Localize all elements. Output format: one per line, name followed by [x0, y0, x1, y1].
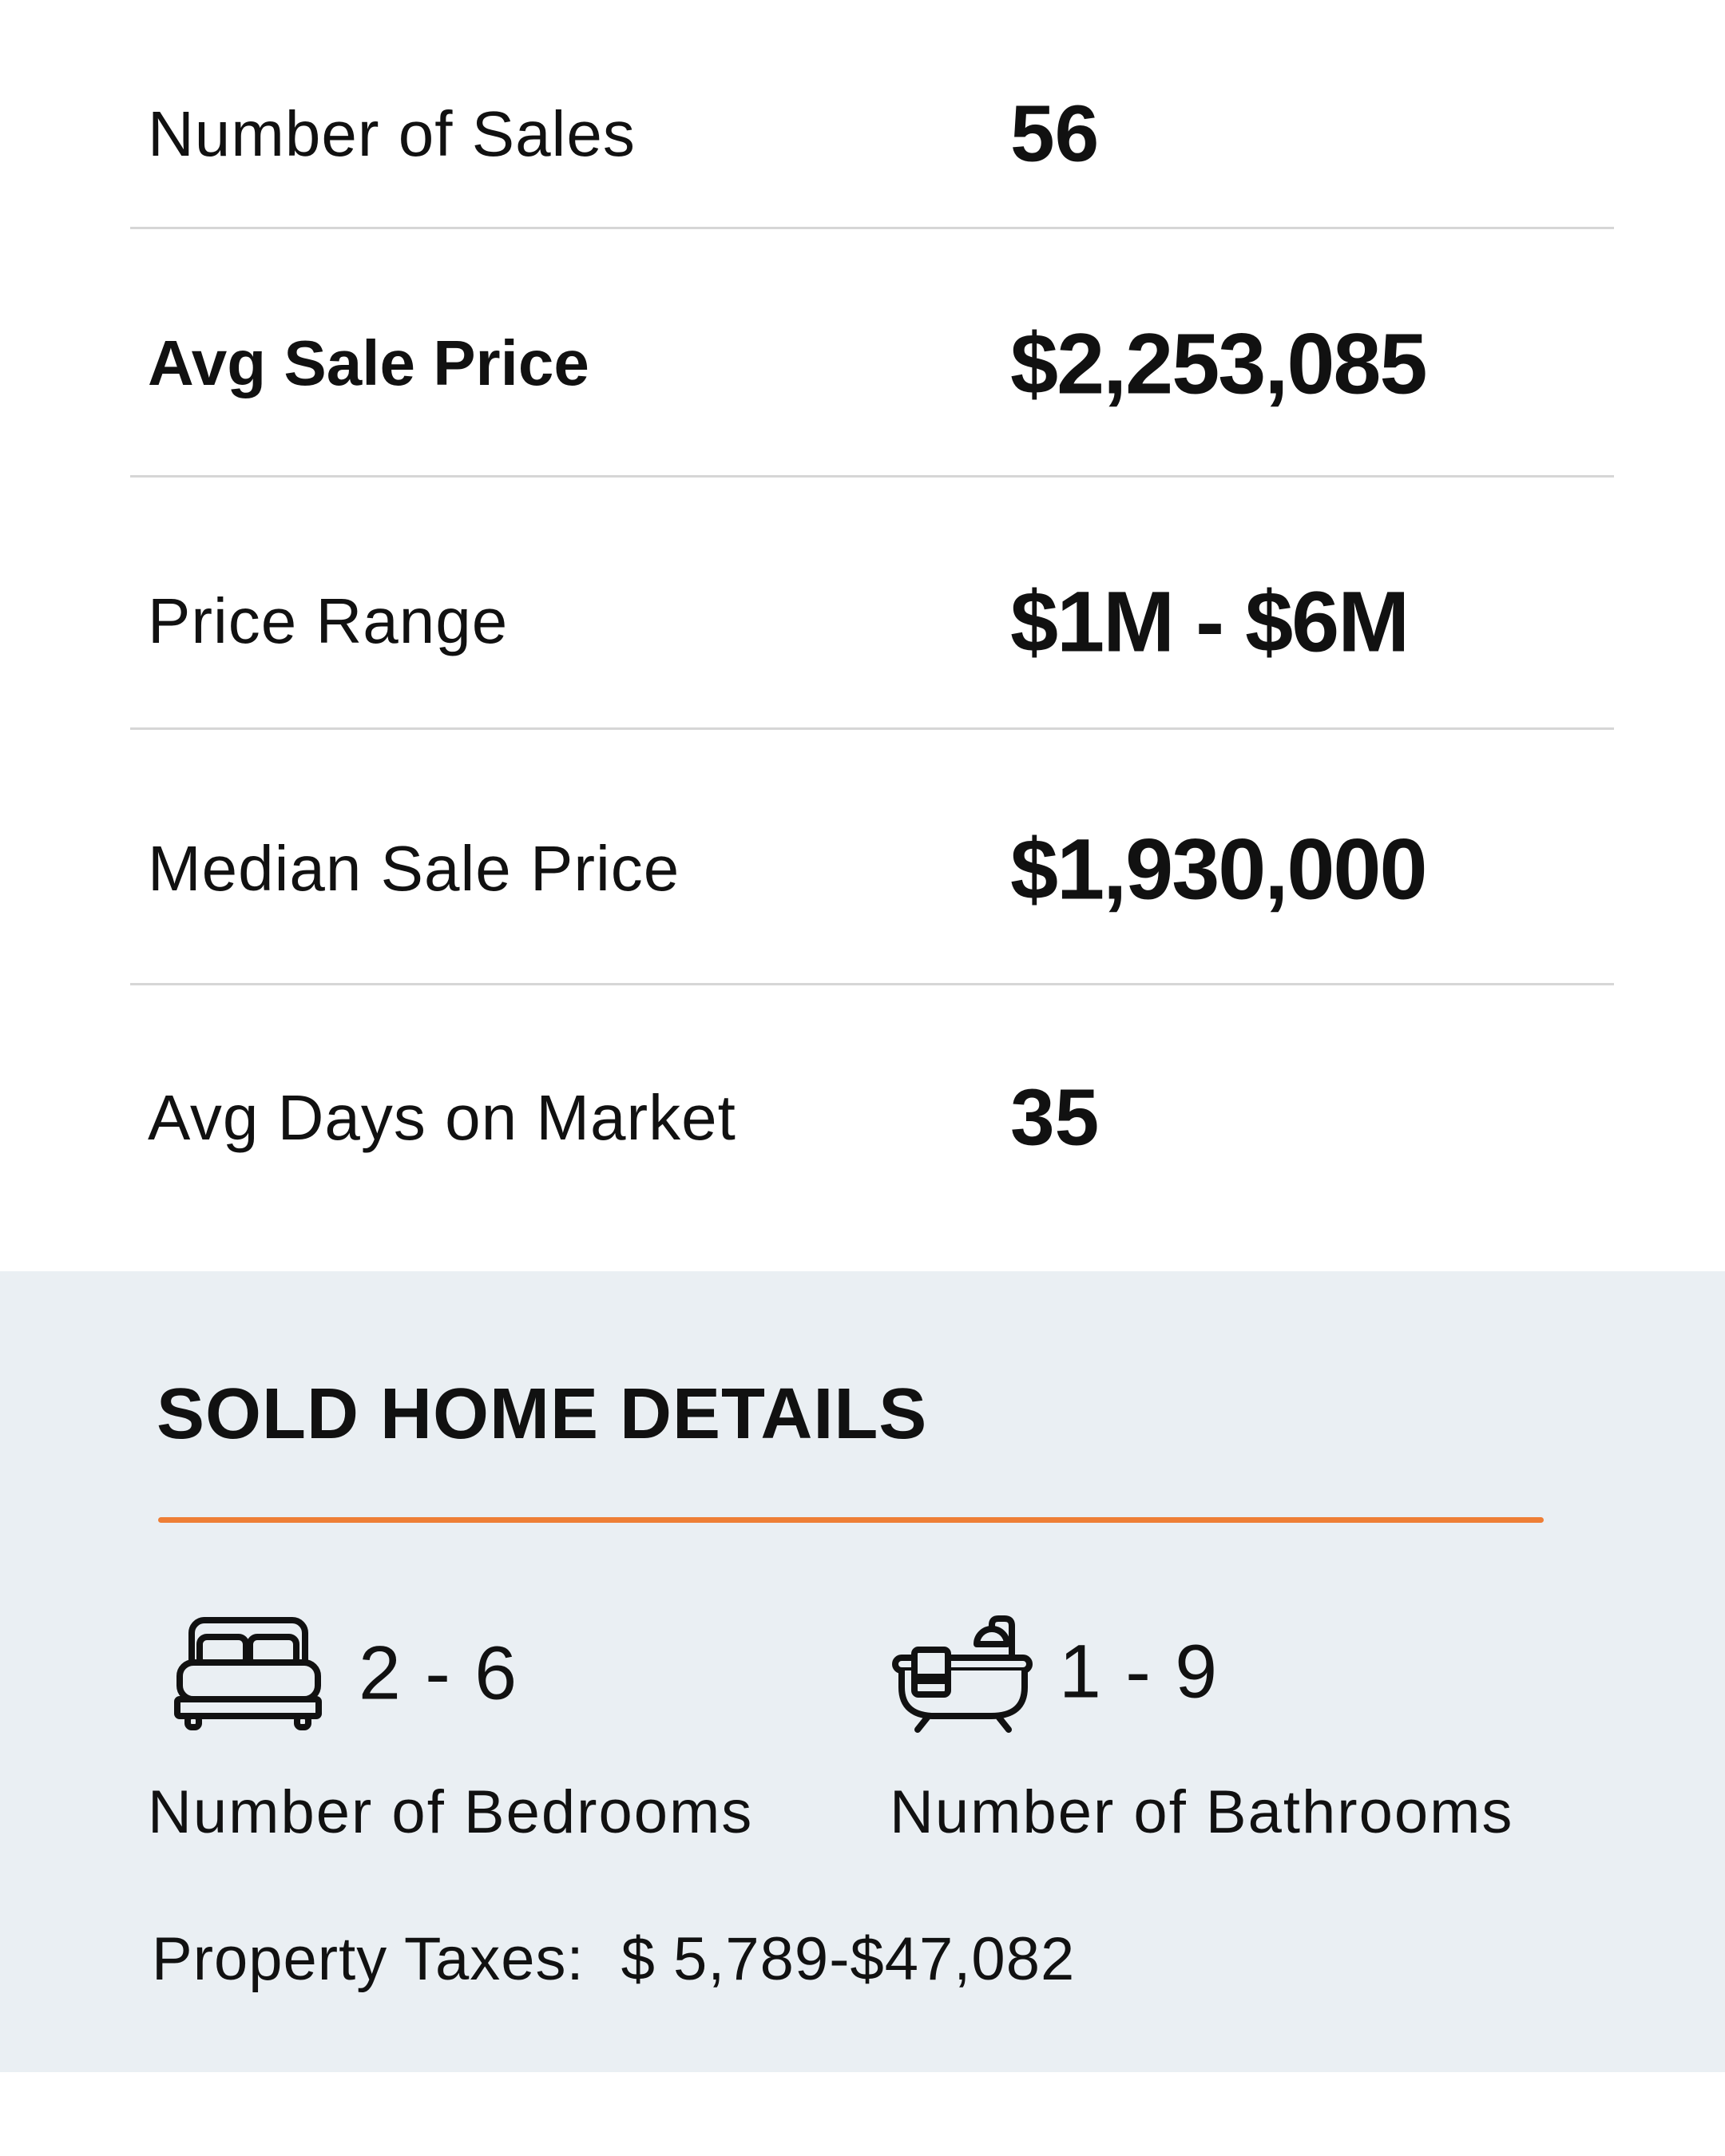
stat-row: Number of Sales 56: [148, 54, 1617, 214]
stat-row: Avg Sale Price $2,253,085: [148, 283, 1617, 443]
bathrooms-label: Number of Bathrooms: [890, 1778, 1514, 1846]
stat-value: $1,930,000: [1010, 820, 1428, 917]
stat-label: Avg Days on Market: [148, 1082, 736, 1153]
row-divider: [130, 727, 1614, 730]
bathtub-icon: [892, 1611, 1034, 1737]
stat-label: Median Sale Price: [148, 833, 680, 904]
bedrooms-feature: 2 - 6: [174, 1617, 517, 1730]
stat-label: Avg Sale Price: [148, 327, 589, 398]
stat-label: Price Range: [148, 585, 509, 656]
row-divider: [130, 983, 1614, 985]
bathrooms-feature: 1 - 9: [892, 1611, 1217, 1733]
property-taxes-label: Property Taxes:: [152, 1925, 585, 1993]
property-taxes: Property Taxes: $ 5,789-$47,082: [152, 1924, 1075, 1994]
stat-value: $2,253,085: [1010, 315, 1428, 412]
stat-row: Median Sale Price $1,930,000: [148, 789, 1617, 949]
stat-row: Avg Days on Market 35: [148, 1038, 1617, 1198]
bathrooms-range: 1 - 9: [1059, 1629, 1219, 1714]
stat-value: 56: [1010, 89, 1100, 179]
accent-divider: [158, 1517, 1544, 1523]
stat-value: 35: [1010, 1072, 1100, 1163]
row-divider: [130, 227, 1614, 229]
stat-row: Price Range $1M - $6M: [148, 541, 1617, 701]
bedrooms-range: 2 - 6: [359, 1631, 519, 1716]
section-title: SOLD HOME DETAILS: [157, 1374, 928, 1454]
bed-icon: [174, 1617, 322, 1734]
row-divider: [130, 475, 1614, 478]
property-taxes-value: $ 5,789-$47,082: [621, 1925, 1076, 1993]
sold-home-details-section: SOLD HOME DETAILS 2 - 6: [0, 1271, 1725, 2072]
stat-value: $1M - $6M: [1010, 573, 1410, 670]
bedrooms-label: Number of Bedrooms: [148, 1778, 754, 1846]
stat-label: Number of Sales: [148, 98, 636, 169]
